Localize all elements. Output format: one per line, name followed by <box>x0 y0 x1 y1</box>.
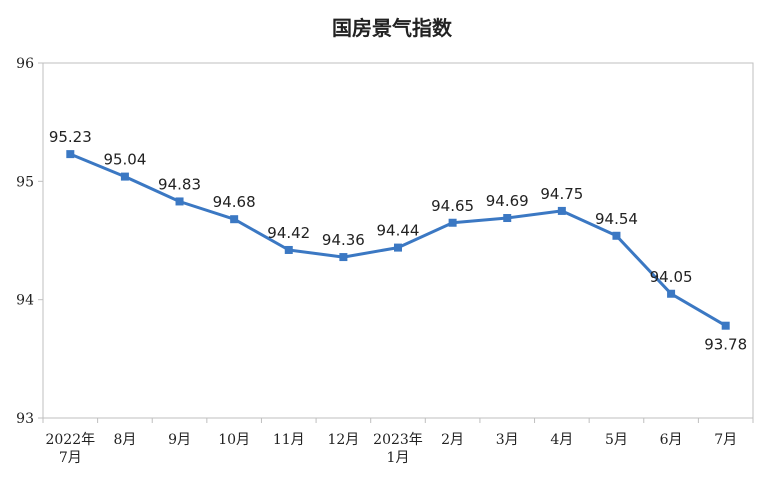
data-label: 95.04 <box>103 151 146 169</box>
y-tick-label: 93 <box>16 411 34 427</box>
data-point <box>667 289 676 298</box>
data-point <box>175 197 184 206</box>
data-point <box>339 253 348 262</box>
x-tick-label: 7月 <box>714 432 737 448</box>
data-label: 94.68 <box>213 193 256 211</box>
chart-title: 国房景气指数 <box>332 16 452 40</box>
y-tick-label: 94 <box>16 293 34 309</box>
data-point <box>66 150 75 159</box>
data-label: 94.75 <box>540 185 583 203</box>
x-tick-label: 11月 <box>273 432 305 448</box>
data-label: 94.44 <box>377 222 420 240</box>
x-tick-label: 9月 <box>168 432 191 448</box>
x-tick-label: 12月 <box>327 432 359 448</box>
data-point <box>503 214 512 223</box>
x-tick-label: 3月 <box>496 432 519 448</box>
x-tick-label: 8月 <box>113 432 136 448</box>
data-label: 94.65 <box>431 197 474 215</box>
data-point <box>394 243 402 252</box>
data-point <box>612 231 621 240</box>
data-point <box>721 321 730 330</box>
data-label: 95.23 <box>49 128 92 146</box>
plot-frame <box>42 62 754 419</box>
x-tick-label: 2023年 <box>373 432 423 448</box>
data-label: 94.54 <box>595 210 638 228</box>
data-label: 94.69 <box>486 192 529 210</box>
x-tick-label: 10月 <box>218 432 250 448</box>
y-tick-label: 96 <box>16 56 34 72</box>
data-label: 93.78 <box>704 336 747 354</box>
data-point <box>120 172 129 181</box>
data-point <box>557 206 566 215</box>
x-tick-label: 7月 <box>59 450 82 466</box>
data-point <box>448 218 457 227</box>
x-tick-label: 1月 <box>387 450 410 466</box>
x-tick-label: 4月 <box>550 432 573 448</box>
data-point <box>284 245 293 254</box>
data-label: 94.05 <box>650 268 693 286</box>
y-tick-label: 95 <box>16 174 34 190</box>
x-tick-label: 6月 <box>660 432 683 448</box>
data-label: 94.42 <box>267 224 310 242</box>
data-label: 94.83 <box>158 175 201 193</box>
x-tick-label: 2月 <box>441 432 464 448</box>
data-point <box>230 215 239 224</box>
data-label: 94.36 <box>322 231 365 249</box>
x-tick-label: 5月 <box>605 432 628 448</box>
x-tick-label: 2022年 <box>45 432 95 448</box>
